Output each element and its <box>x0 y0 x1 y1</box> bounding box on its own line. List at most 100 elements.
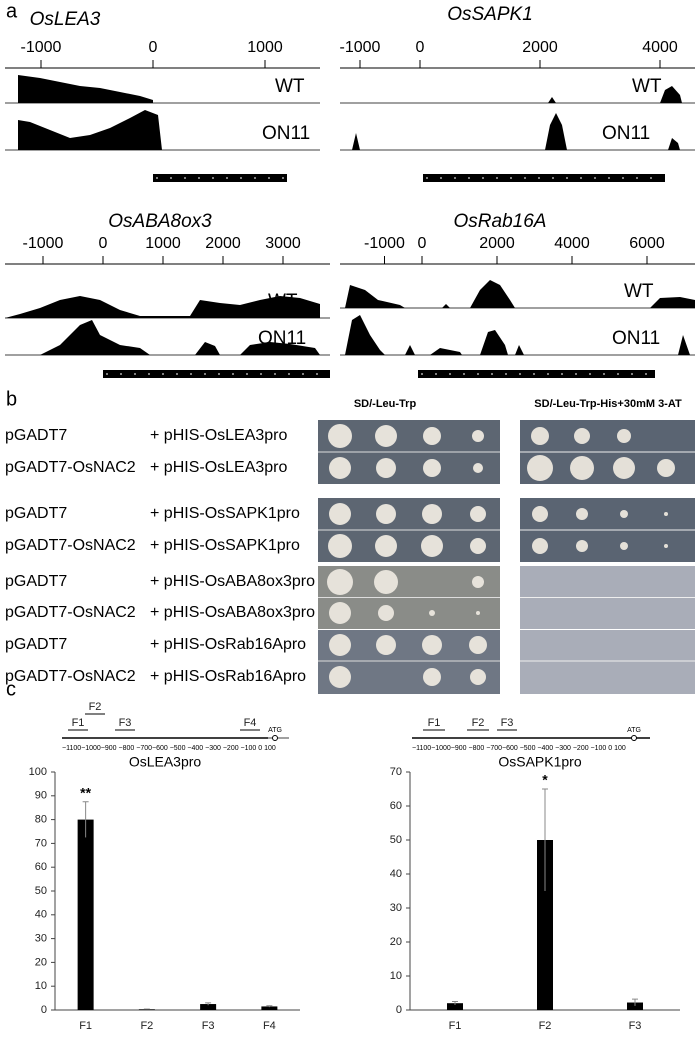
sample-label: ON11 <box>258 328 306 349</box>
yeast-spot <box>375 535 397 557</box>
yeast-spot <box>329 457 351 479</box>
bait-label: pGADT7 <box>5 573 67 590</box>
tick-label: 4000 <box>642 39 678 56</box>
yeast-spot <box>328 534 352 558</box>
fragment-label: F2 <box>89 701 102 713</box>
yeast-spot <box>527 455 553 481</box>
sample-label: ON11 <box>602 123 650 144</box>
coverage-track <box>18 110 162 150</box>
bait-label: pGADT7-OsNAC2 <box>5 668 136 685</box>
start-label: ATG <box>268 727 282 734</box>
tick-label: -1000 <box>23 235 64 252</box>
yeast-spot <box>574 428 590 444</box>
prey-label: + pHIS-OsLEA3pro <box>150 459 288 476</box>
x-tick-label: F4 <box>263 1020 276 1032</box>
gene-name: OsLEA3 <box>30 9 101 30</box>
prey-label: + pHIS-OsSAPK1pro <box>150 505 300 522</box>
y-tick-label: 10 <box>390 970 402 982</box>
yeast-spot <box>329 666 351 688</box>
yeast-spot <box>470 506 486 522</box>
fragment-label: F1 <box>72 717 85 729</box>
yeast-spot <box>472 430 484 442</box>
atg-marker <box>631 735 637 741</box>
yeast-spot <box>472 576 484 588</box>
plate <box>520 630 695 694</box>
fragment-label: F1 <box>428 717 441 729</box>
prey-label: + pHIS-OsABA8ox3pro <box>150 604 315 621</box>
yeast-spot <box>376 458 396 478</box>
bar <box>138 1009 155 1010</box>
bait-label: pGADT7 <box>5 505 67 522</box>
y-tick-label: 20 <box>35 956 47 968</box>
significance: ** <box>80 784 91 800</box>
yeast-spot <box>423 459 441 477</box>
gene-model <box>418 370 655 378</box>
fragment-label: F3 <box>501 717 514 729</box>
chart-title: OsLEA3pro <box>129 754 202 770</box>
yeast-spot <box>329 503 351 525</box>
tick-label: 4000 <box>554 235 590 252</box>
yeast-spot <box>473 463 483 473</box>
bar <box>261 1006 278 1010</box>
yeast-spot <box>576 540 588 552</box>
prey-label: + pHIS-OsSAPK1pro <box>150 537 300 554</box>
sample-label: ON11 <box>612 328 660 349</box>
gene-model <box>103 370 330 378</box>
yeast-spot <box>532 506 548 522</box>
tick-label: 0 <box>149 39 158 56</box>
tick-label: 2000 <box>205 235 241 252</box>
yeast-spot <box>329 602 351 624</box>
tick-label: 0 <box>418 235 427 252</box>
yeast-spot <box>376 504 396 524</box>
x-tick-label: F1 <box>449 1020 462 1032</box>
tick-label: -1000 <box>21 39 62 56</box>
yeast-spot <box>617 429 631 443</box>
coverage-track <box>548 86 682 103</box>
gene-model <box>153 174 287 182</box>
bait-label: pGADT7-OsNAC2 <box>5 537 136 554</box>
y-tick-label: 30 <box>35 933 47 945</box>
yeast-spot <box>664 544 668 548</box>
y-tick-label: 0 <box>396 1004 402 1016</box>
tick-label: -1000 <box>340 39 381 56</box>
coverage <box>5 75 695 355</box>
y-tick-label: 50 <box>390 834 402 846</box>
chart-title: OsSAPK1pro <box>498 754 581 770</box>
y-tick-label: 60 <box>35 861 47 873</box>
y-tick-label: 60 <box>390 800 402 812</box>
bar <box>447 1003 463 1010</box>
coverage-track <box>345 315 690 355</box>
yeast-spot <box>423 427 441 445</box>
panel-label: a <box>6 0 18 22</box>
yeast-spot <box>531 427 549 445</box>
yeast-spot <box>613 457 635 479</box>
yeast-spot <box>657 459 675 477</box>
yeast-spot <box>429 610 435 616</box>
bait-label: pGADT7-OsNAC2 <box>5 604 136 621</box>
position-axis: −1100−1000−900 −800 −700−600 −500 −400 −… <box>62 745 276 752</box>
yeast-spot <box>378 605 394 621</box>
y-tick-label: 70 <box>390 766 402 778</box>
yeast-spot <box>328 424 352 448</box>
tick-label: 0 <box>416 39 425 56</box>
significance: * <box>542 772 548 788</box>
y-tick-label: 70 <box>35 837 47 849</box>
gene-name: OsABA8ox3 <box>108 211 212 232</box>
coverage-track <box>18 75 153 103</box>
tick-label: 2000 <box>522 39 558 56</box>
y-tick-label: 40 <box>390 868 402 880</box>
sample-label: WT <box>624 281 654 302</box>
tick-label: 1000 <box>145 235 181 252</box>
fragment-label: F2 <box>472 717 485 729</box>
x-tick-label: F2 <box>539 1020 552 1032</box>
sample-label: ON11 <box>262 123 310 144</box>
gene-name: OsRab16A <box>454 211 547 232</box>
y-tick-label: 40 <box>35 909 47 921</box>
yeast-spot <box>329 634 351 656</box>
yeast-spot <box>570 456 594 480</box>
yeast-spot <box>470 538 486 554</box>
prey-label: + pHIS-OsRab16Apro <box>150 636 306 653</box>
sample-label: WT <box>632 76 662 97</box>
yeast-spot <box>664 512 668 516</box>
